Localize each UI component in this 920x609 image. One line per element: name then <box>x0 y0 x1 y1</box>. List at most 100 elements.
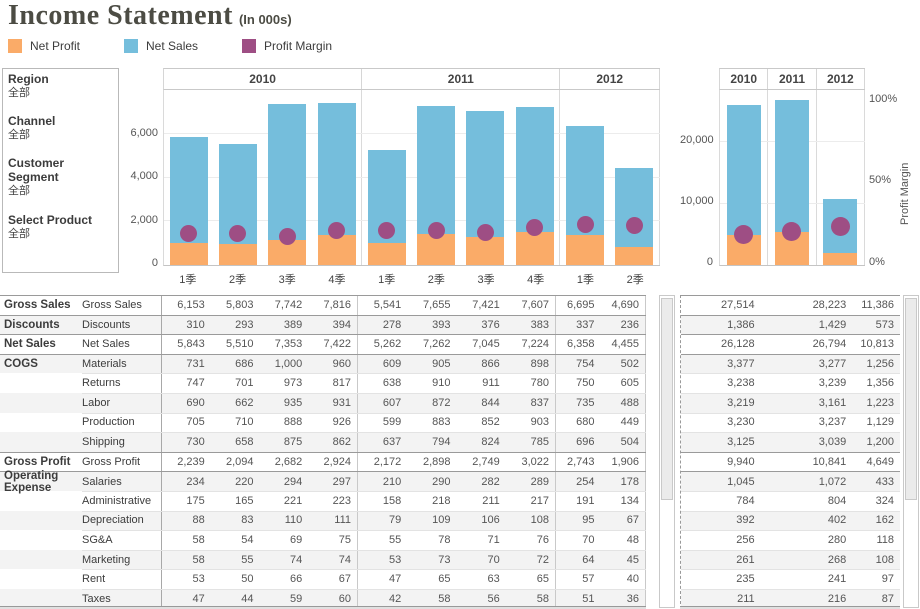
table-cell[interactable]: 191 <box>576 494 595 507</box>
profit-margin-dot[interactable] <box>328 222 346 240</box>
net-profit-bar[interactable] <box>566 234 605 265</box>
horizontal-scrollbar[interactable] <box>0 606 646 609</box>
table-cell[interactable]: 108 <box>530 514 549 527</box>
table-cell[interactable]: 47 <box>192 592 205 605</box>
table-cell[interactable]: 862 <box>332 435 351 448</box>
table-cell[interactable]: 56 <box>487 592 500 605</box>
table-cell[interactable]: 903 <box>530 416 549 429</box>
table-cell[interactable]: 931 <box>332 396 351 409</box>
table-cell[interactable]: 65 <box>536 573 549 586</box>
table-cell[interactable]: 1,223 <box>866 396 895 409</box>
filter-select-product[interactable]: Select Product 全部 <box>8 213 118 242</box>
table-cell[interactable]: 297 <box>332 475 351 488</box>
table-cell[interactable]: 690 <box>186 396 205 409</box>
table-cell[interactable]: 911 <box>482 377 500 390</box>
table-cell[interactable]: 3,277 <box>818 358 847 371</box>
table-cell[interactable]: 784 <box>736 494 755 507</box>
table-cell[interactable]: 40 <box>626 573 639 586</box>
profit-margin-dot[interactable] <box>180 225 198 242</box>
table-cell[interactable]: 70 <box>487 553 500 566</box>
quarter-label[interactable]: 3季 <box>477 274 495 286</box>
table-cell[interactable]: 605 <box>620 377 639 390</box>
row-label[interactable]: Taxes <box>82 588 162 609</box>
table-cell[interactable]: 4,455 <box>611 338 639 351</box>
table-cell[interactable]: 1,429 <box>818 318 847 331</box>
table-cell[interactable]: 817 <box>332 377 351 390</box>
table-cell[interactable]: 754 <box>576 358 595 371</box>
table-cell[interactable]: 844 <box>481 396 500 409</box>
table-cell[interactable]: 731 <box>186 358 205 371</box>
table-cell[interactable]: 70 <box>582 533 595 546</box>
horizontal-scrollbar[interactable] <box>680 606 900 609</box>
filter-channel[interactable]: Channel 全部 <box>8 114 118 143</box>
quarter-label[interactable]: 4季 <box>527 274 545 286</box>
table-cell[interactable]: 44 <box>241 592 254 605</box>
table-cell[interactable]: 74 <box>290 553 303 566</box>
table-cell[interactable]: 5,803 <box>225 299 254 312</box>
row-label[interactable]: Labor <box>82 392 162 413</box>
table-cell[interactable]: 175 <box>186 494 205 507</box>
table-cell[interactable]: 65 <box>438 573 451 586</box>
table-cell[interactable]: 48 <box>626 533 639 546</box>
table-cell[interactable]: 55 <box>389 533 402 546</box>
table-cell[interactable]: 780 <box>530 377 549 390</box>
table-cell[interactable]: 5,262 <box>373 338 402 351</box>
table-cell[interactable]: 51 <box>582 592 595 605</box>
table-cell[interactable]: 27,514 <box>720 299 755 312</box>
table-cell[interactable]: 59 <box>290 592 303 605</box>
table-cell[interactable]: 658 <box>235 435 254 448</box>
table-cell[interactable]: 109 <box>432 514 451 527</box>
scrollbar-thumb[interactable] <box>905 298 917 500</box>
table-cell[interactable]: 2,743 <box>566 456 595 469</box>
filter-region[interactable]: Region 全部 <box>8 72 118 101</box>
table-cell[interactable]: 3,219 <box>727 396 755 409</box>
table-cell[interactable]: 926 <box>332 416 351 429</box>
table-cell[interactable]: 53 <box>389 553 402 566</box>
row-label[interactable]: SG&A <box>82 530 162 550</box>
profit-margin-dot[interactable] <box>830 217 850 237</box>
table-cell[interactable]: 750 <box>576 377 595 390</box>
table-cell[interactable]: 216 <box>827 592 847 605</box>
table-cell[interactable]: 389 <box>283 318 303 331</box>
net-profit-bar[interactable] <box>218 244 257 265</box>
table-cell[interactable]: 218 <box>432 494 451 507</box>
table-cell[interactable]: 280 <box>827 533 847 546</box>
table-cell[interactable]: 78 <box>438 533 451 546</box>
row-category-label[interactable]: COGS <box>4 358 38 371</box>
table-cell[interactable]: 158 <box>382 494 402 507</box>
table-cell[interactable]: 488 <box>620 396 639 409</box>
table-cell[interactable]: 88 <box>192 514 205 527</box>
table-cell[interactable]: 289 <box>530 475 549 488</box>
table-cell[interactable]: 26,794 <box>812 338 847 351</box>
table-cell[interactable]: 76 <box>536 533 549 546</box>
table-cell[interactable]: 2,924 <box>323 456 351 469</box>
table-cell[interactable]: 960 <box>332 358 351 371</box>
table-cell[interactable]: 637 <box>382 435 402 448</box>
quarter-label[interactable]: 3季 <box>278 274 296 286</box>
table-cell[interactable]: 502 <box>620 358 639 371</box>
table-cell[interactable]: 1,356 <box>866 377 895 390</box>
table-cell[interactable]: 278 <box>382 318 402 331</box>
table-cell[interactable]: 898 <box>530 358 549 371</box>
table-cell[interactable]: 747 <box>186 377 205 390</box>
table-cell[interactable]: 5,510 <box>225 338 254 351</box>
table-cell[interactable]: 83 <box>241 514 254 527</box>
table-cell[interactable]: 433 <box>875 475 895 488</box>
table-cell[interactable]: 110 <box>284 514 303 527</box>
legend-item-net-profit[interactable]: Net Profit <box>8 39 80 53</box>
scrollbar-thumb[interactable] <box>661 298 673 500</box>
table-cell[interactable]: 165 <box>235 494 254 507</box>
table-cell[interactable]: 26,128 <box>720 338 755 351</box>
table-cell[interactable]: 680 <box>576 416 595 429</box>
table-cell[interactable]: 7,421 <box>472 299 500 312</box>
quarter-label[interactable]: 2季 <box>228 274 247 286</box>
table-cell[interactable]: 735 <box>576 396 595 409</box>
profit-margin-dot[interactable] <box>576 216 594 234</box>
filter-customer-segment[interactable]: Customer Segment 全部 <box>8 156 118 199</box>
table-cell[interactable]: 3,238 <box>727 377 755 390</box>
table-cell[interactable]: 804 <box>827 494 847 507</box>
profit-margin-dot[interactable] <box>526 218 544 236</box>
table-cell[interactable]: 69 <box>290 533 303 546</box>
net-profit-bar[interactable] <box>615 246 654 265</box>
profit-margin-dot[interactable] <box>427 222 445 240</box>
